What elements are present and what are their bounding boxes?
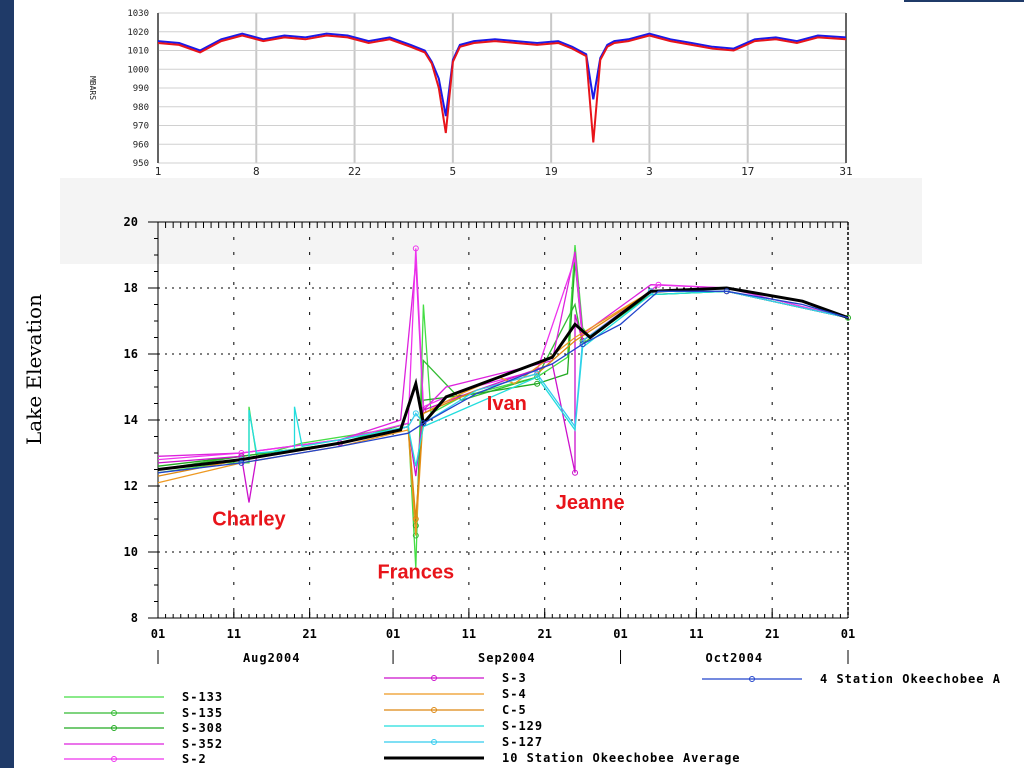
lake-series-marker <box>412 410 419 417</box>
slide-left-band <box>0 0 14 768</box>
lake-legend-marker <box>431 707 437 713</box>
baro-ytick-label: 960 <box>133 140 149 150</box>
y-axis-side-label: Lake Elevation <box>22 294 46 445</box>
lake-legend-marker <box>111 756 117 762</box>
lake-legend-label: S-352 <box>182 737 223 751</box>
barometer-legend-overlay <box>60 178 922 264</box>
baro-xtick-label: 5 <box>450 165 457 178</box>
lake-legend-label: S-4 <box>502 687 527 701</box>
baro-series-line <box>157 32 847 117</box>
baro-ytick-label: 1030 <box>127 9 149 19</box>
annotation-charley: Charley <box>212 509 286 531</box>
lake-series-line <box>157 286 849 471</box>
lake-series-line <box>157 290 849 474</box>
baro-ytick-label: 1020 <box>127 28 149 38</box>
lake-xtick-label: 21 <box>537 627 551 641</box>
baro-ytick-label: 990 <box>133 84 149 94</box>
lake-ytick-label: 10 <box>124 545 138 559</box>
baro-xtick-label: 22 <box>348 165 361 178</box>
lake-series-marker <box>534 380 541 387</box>
baro-xtick-label: 31 <box>839 165 852 178</box>
lake-xtick-label: 11 <box>462 627 476 641</box>
lake-ytick-label: 18 <box>124 281 138 295</box>
lake-xtick-label: 11 <box>227 627 241 641</box>
lake-series-marker <box>534 370 541 377</box>
lake-legend-label: 10 Station Okeechobee Average <box>502 751 741 765</box>
lake-legend-marker <box>111 725 117 731</box>
baro-xtick-label: 1 <box>155 165 162 178</box>
lake-xtick-label: 01 <box>151 627 165 641</box>
lake-month-label: Sep2004 <box>478 651 536 665</box>
annotation-jeanne: Jeanne <box>556 492 625 514</box>
baro-ytick-label: 1010 <box>127 47 149 57</box>
lake-series-marker <box>412 516 419 522</box>
lake-ytick-label: 16 <box>124 347 138 361</box>
baro-y-axis-label: MBARS <box>88 76 97 100</box>
baro-ytick-label: 950 <box>133 159 149 169</box>
lake-series-marker <box>579 341 586 348</box>
lake-legend-label: S-308 <box>182 721 223 735</box>
lake-legend-label: S-3 <box>502 671 527 685</box>
lake-xtick-label: 11 <box>689 627 703 641</box>
annotation-ivan: Ivan <box>487 393 527 415</box>
lake-legend-label: C-5 <box>502 703 527 717</box>
lake-ytick-label: 12 <box>124 479 138 493</box>
baro-xtick-label: 8 <box>253 165 260 178</box>
lake-ytick-label: 14 <box>124 413 138 427</box>
lake-xtick-label: 01 <box>841 627 855 641</box>
baro-ytick-label: 980 <box>133 103 149 113</box>
lake-series-marker <box>238 450 245 456</box>
lake-series-marker <box>655 281 662 288</box>
lake-legend-label: S-127 <box>502 735 543 749</box>
baro-series-line <box>157 34 847 143</box>
baro-ytick-label: 1000 <box>127 65 149 75</box>
lake-legend-label: S-129 <box>502 719 543 733</box>
lake-month-label: Oct2004 <box>705 651 763 665</box>
lake-series-marker <box>420 420 427 427</box>
lake-legend-marker <box>431 675 437 681</box>
baro-xtick-label: 17 <box>741 165 754 178</box>
lake-xtick-label: 01 <box>386 627 400 641</box>
lake-ytick-label: 8 <box>131 611 138 625</box>
baro-xtick-label: 19 <box>545 165 558 178</box>
lake-series-marker <box>572 469 579 476</box>
lake-xtick-label: 01 <box>613 627 627 641</box>
lake-legend-marker <box>431 739 437 745</box>
lake-legend-label: S-133 <box>182 690 223 704</box>
lake-xtick-label: 21 <box>302 627 316 641</box>
baro-ytick-label: 970 <box>133 122 149 132</box>
baro-xtick-label: 3 <box>646 165 653 178</box>
lake-legend-marker <box>111 710 117 716</box>
slide-top-band <box>904 0 1024 2</box>
lake-elevation-chart: 8 10 12 14 16 18 20 01 11 21 01 11 21 01 11 21 01 Aug2004… <box>64 215 1001 766</box>
annotation-frances: Frances <box>377 561 454 583</box>
lake-legend-marker <box>749 676 755 682</box>
lake-xtick-label: 21 <box>765 627 779 641</box>
lake-legend-label: S-135 <box>182 706 223 720</box>
lake-legend-label: S-2 <box>182 752 207 766</box>
barometer-chart: 950 960 970 980 990 1000 1010 1020 1030 MBARS 1 8 22… <box>88 9 853 196</box>
lake-ytick-label: 20 <box>124 215 138 229</box>
lake-month-label: Aug2004 <box>243 651 301 665</box>
lake-series-marker <box>238 459 245 466</box>
lake-series-marker <box>723 288 730 295</box>
lake-legend-label: 4 Station Okeechobee A <box>820 672 1001 686</box>
lake-series-marker <box>412 245 419 252</box>
